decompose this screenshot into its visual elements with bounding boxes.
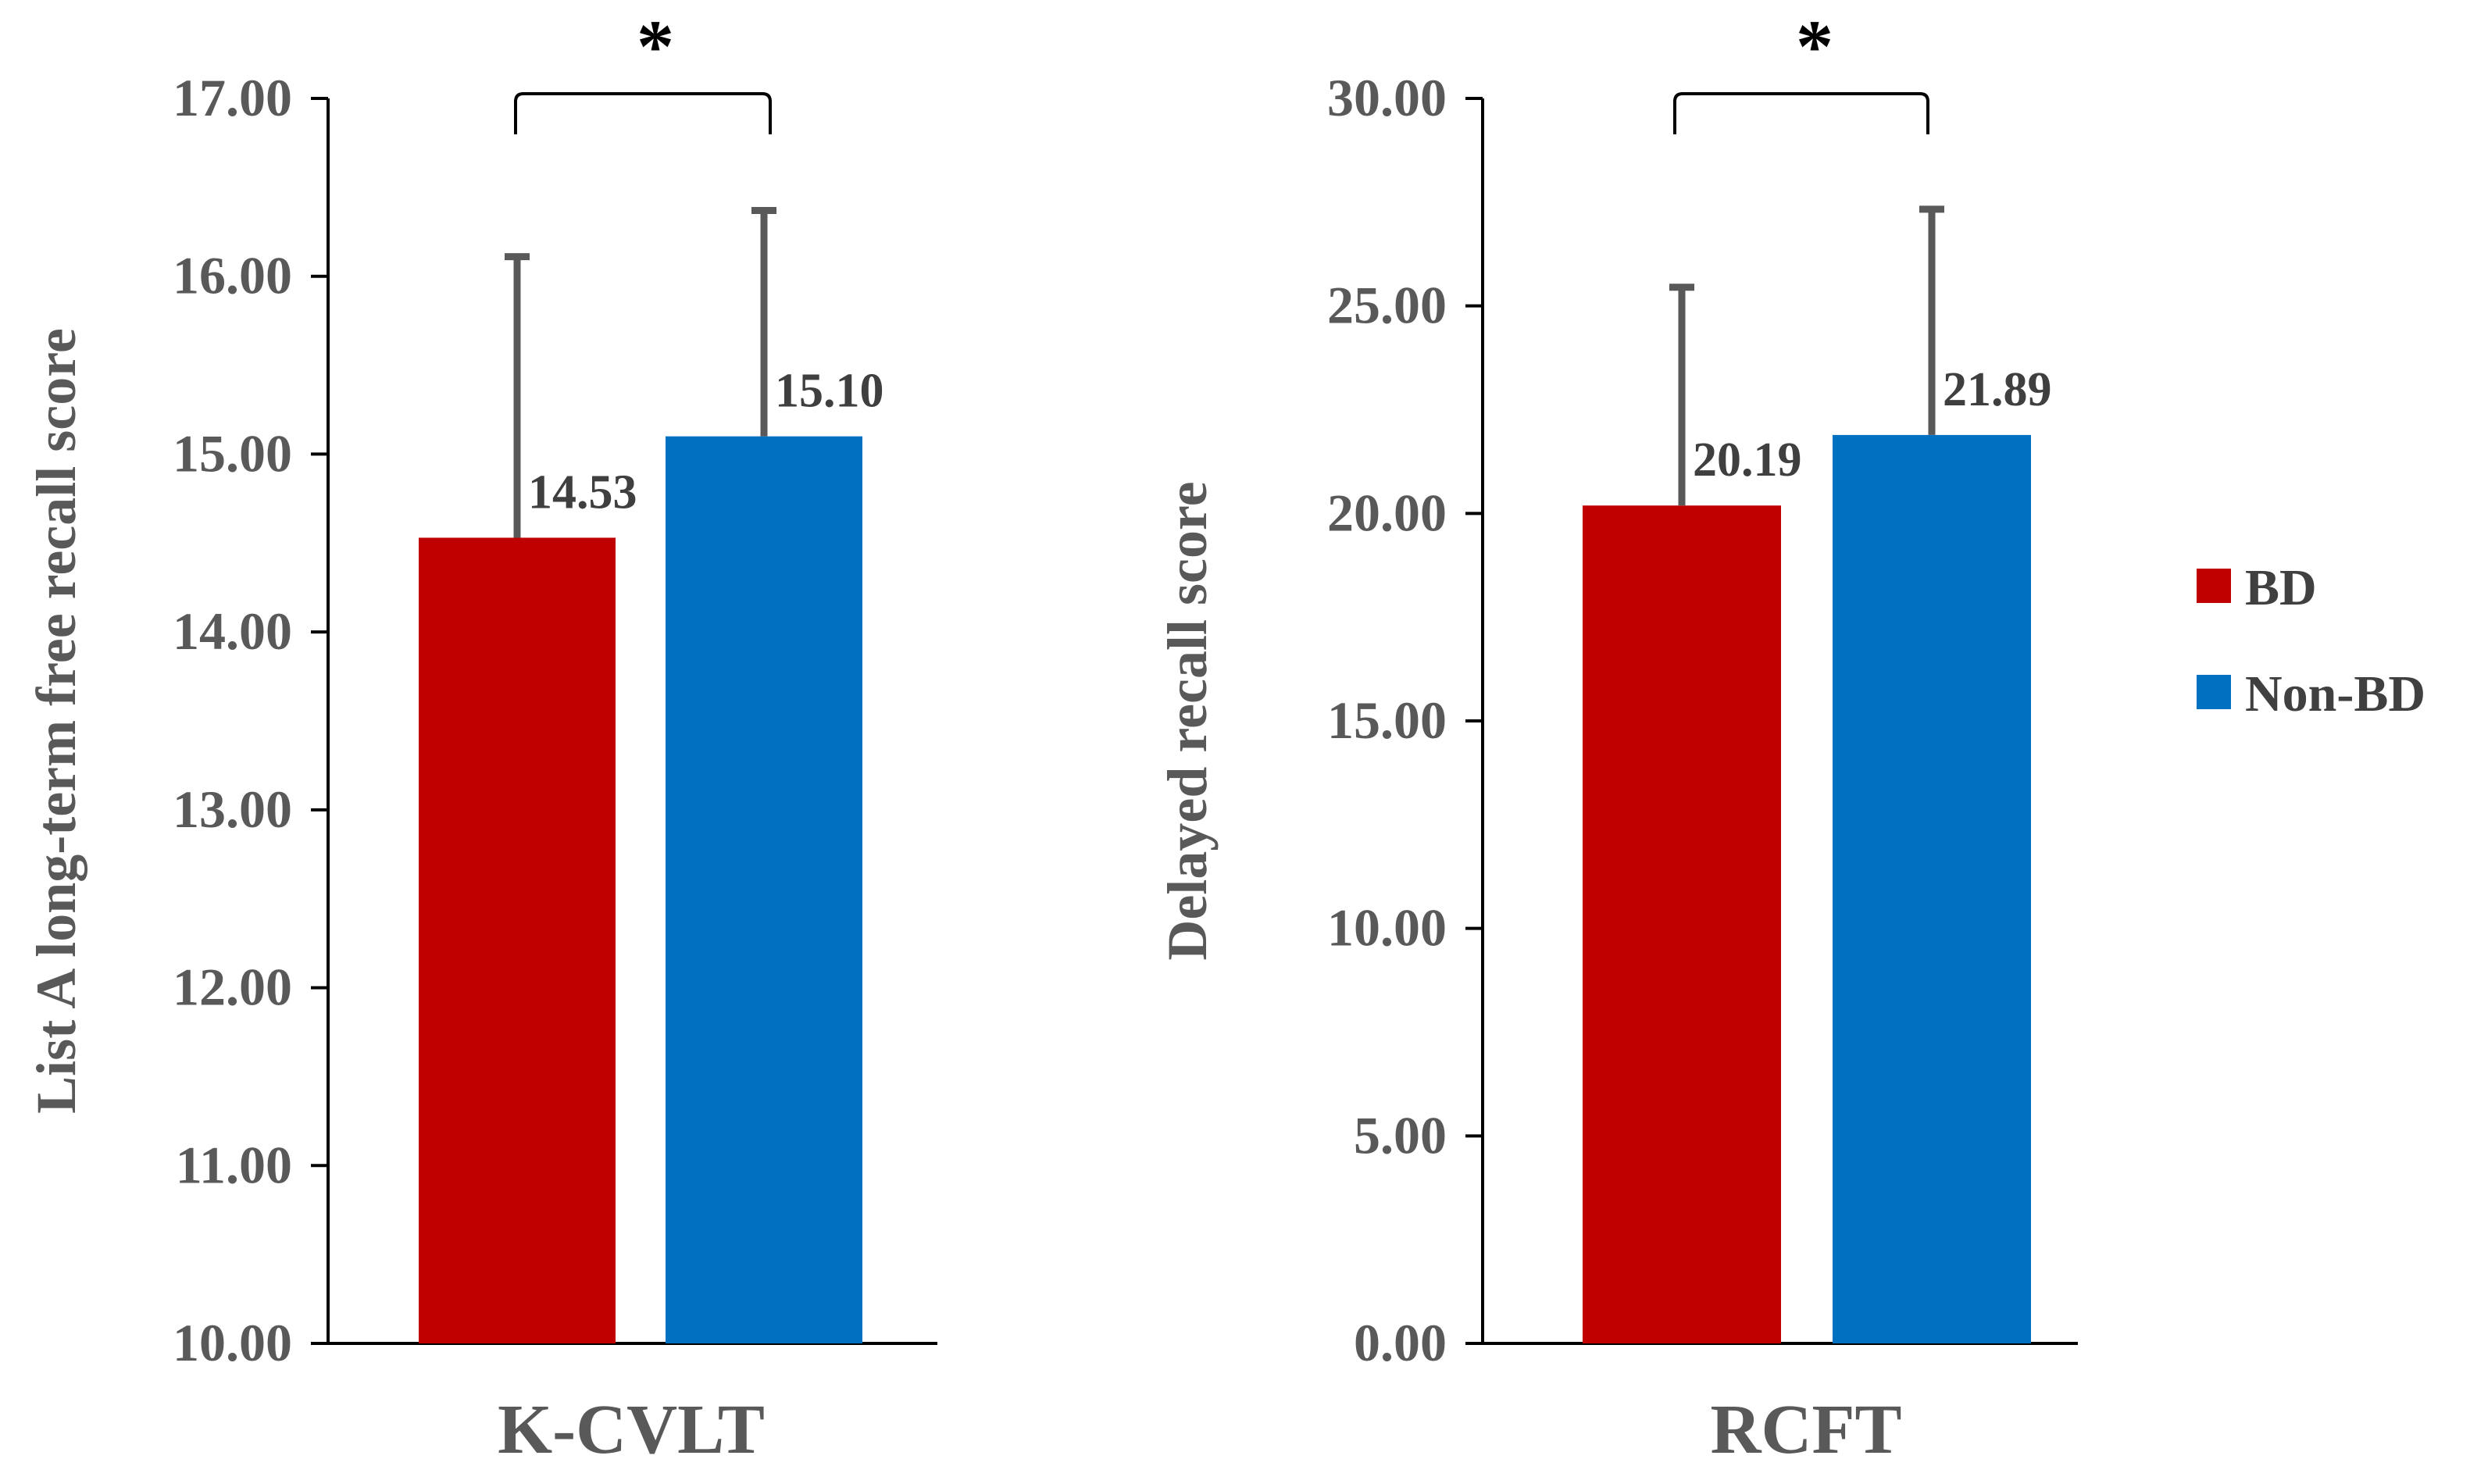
legend-swatch-bd: [2197, 569, 2231, 603]
x-category-label: K-CVLT: [498, 1391, 765, 1468]
bar-value-label: 15.10: [775, 365, 884, 418]
bar-value-label: 21.89: [1943, 363, 2052, 416]
y-tick-label: 14.00: [173, 601, 292, 661]
significance-bracket: [1673, 92, 1929, 134]
panel-kcvlt: 10.00 11.00 12.00 13.00 14.00 15.00 16.00 17.00…: [25, 5, 937, 1468]
legend-swatch-non-bd: [2197, 675, 2231, 709]
y-tick-label: 15.00: [173, 423, 292, 483]
y-tick-label: 0.00: [1354, 1313, 1447, 1372]
y-tick-label: 30.00: [1327, 68, 1447, 127]
y-tick-label: 11.00: [176, 1135, 292, 1194]
y-tick-label: 5.00: [1354, 1105, 1447, 1165]
y-tick-label: 15.00: [1327, 690, 1447, 750]
significance-star: *: [1796, 5, 1833, 88]
significance-star: *: [637, 5, 674, 88]
legend-label: Non-BD: [2245, 665, 2425, 722]
y-tick-label: 25.00: [1327, 276, 1447, 335]
y-tick-label: 12.00: [173, 958, 292, 1017]
legend-label: BD: [2245, 559, 2317, 616]
y-tick-label: 20.00: [1327, 483, 1447, 542]
x-category-label: RCFT: [1711, 1391, 1902, 1468]
y-tick-label: 10.00: [173, 1313, 292, 1372]
bar-bd: [1583, 505, 1781, 1343]
y-tick-label: 16.00: [173, 246, 292, 305]
legend: BD Non-BD: [2197, 559, 2425, 722]
y-tick-label: 13.00: [173, 779, 292, 839]
y-tick-label: 10.00: [1327, 898, 1447, 958]
bar-non-bd: [1833, 434, 2031, 1343]
y-axis-title: Delayed recall score: [1156, 481, 1219, 960]
y-tick-label: 17.00: [173, 68, 292, 127]
bar-value-label: 14.53: [528, 466, 637, 519]
bar-value-label: 20.19: [1693, 433, 1802, 487]
significance-bracket: [514, 92, 772, 134]
y-axis-title: List A long-term free recall score: [25, 328, 87, 1114]
bar-non-bd: [666, 436, 862, 1343]
panel-rcft: 0.00 5.00 10.00 15.00 20.00 25.00 30.00 Delayed…: [1156, 5, 2078, 1468]
bar-bd: [419, 537, 616, 1343]
